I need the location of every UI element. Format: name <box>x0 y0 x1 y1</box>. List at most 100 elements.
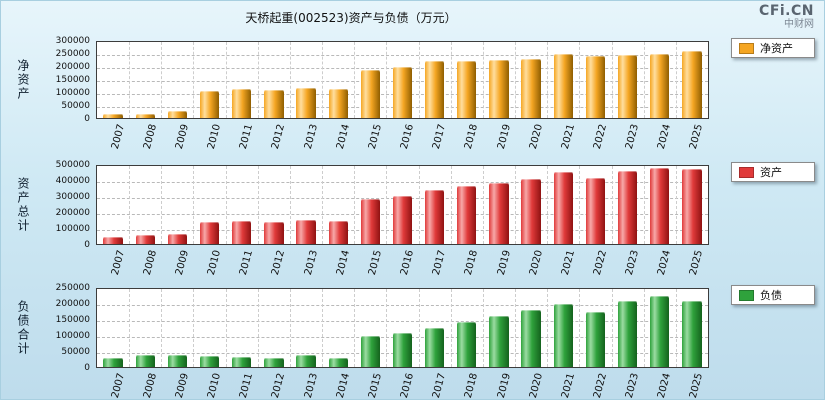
x-tick-label-text: 2023 <box>624 249 642 277</box>
x-tick-label-text: 2007 <box>109 372 127 400</box>
bar-2011 <box>232 221 252 244</box>
bar-2024 <box>650 54 670 118</box>
x-tick-label-text: 2019 <box>495 123 513 151</box>
gridline-vertical <box>611 166 613 244</box>
bar-2008 <box>135 235 155 244</box>
x-tick-label-text: 2017 <box>431 123 449 151</box>
y-tick-label: 0 <box>84 114 90 124</box>
x-tick-label-text: 2016 <box>398 249 417 277</box>
gridline-vertical <box>225 42 227 118</box>
bar-2021 <box>553 54 573 118</box>
legend-label: 资产 <box>760 166 782 179</box>
gridline-vertical <box>193 42 195 118</box>
x-tick-label-text: 2022 <box>591 372 610 400</box>
x-tick-label-text: 2025 <box>688 123 706 151</box>
x-tick-label-text: 2025 <box>688 372 706 400</box>
gridline-vertical <box>354 166 356 244</box>
y-tick-label: 0 <box>84 240 90 250</box>
gridline-vertical <box>322 166 324 244</box>
gridline-vertical <box>675 166 677 244</box>
bar-2009 <box>167 234 188 244</box>
panel-net-assets: 净资产 0 50000 100000 150000 200000 250000 300000… <box>1 36 824 159</box>
gridline-vertical <box>289 289 291 367</box>
bar-2022 <box>585 178 606 244</box>
gridline-horizontal <box>97 55 708 56</box>
gridline-vertical <box>450 166 452 244</box>
x-tick-label-text: 2007 <box>109 249 127 277</box>
x-tick-label-text: 2024 <box>656 249 674 277</box>
x-tick-label-text: 2014 <box>334 372 352 400</box>
gridline-vertical <box>161 289 163 367</box>
gridline-vertical <box>354 42 356 118</box>
legend-label: 负债 <box>760 289 782 302</box>
x-tick-label-text: 2009 <box>173 372 192 400</box>
gridline-vertical <box>289 166 291 244</box>
bar-2010 <box>199 91 220 118</box>
bar-2010 <box>199 222 220 244</box>
y-tick-label: 100000 <box>55 224 90 234</box>
x-tick-label-text: 2019 <box>495 372 513 400</box>
y-tick-label: 150000 <box>55 75 90 85</box>
y-tick-label: 400000 <box>55 176 90 186</box>
gridline-vertical <box>354 289 356 367</box>
x-tick-label-text: 2016 <box>398 372 417 400</box>
x-tick-label-text: 2012 <box>270 123 288 151</box>
legend-label: 净资产 <box>760 42 793 55</box>
gridline-vertical <box>515 289 517 367</box>
gridline-vertical <box>515 42 517 118</box>
bar-2008 <box>135 114 155 118</box>
y-axis-title-text: 负债合计 <box>16 300 30 356</box>
gridline-vertical <box>193 289 195 367</box>
bar-2013 <box>296 355 316 367</box>
bar-2017 <box>425 328 445 367</box>
x-tick-label-text: 2009 <box>173 249 192 277</box>
bar-2007 <box>103 237 123 244</box>
y-axis-title-text: 净资产 <box>16 59 30 101</box>
gridline-vertical <box>643 42 645 118</box>
plot-area-total-assets <box>96 165 709 245</box>
y-axis-ticks: 0 50000 100000 150000 200000 250000 <box>1 283 93 373</box>
bar-2020 <box>521 310 541 367</box>
gridline-vertical <box>579 289 581 367</box>
brand-name: 中财网 <box>784 19 814 31</box>
gridline-vertical <box>322 42 324 118</box>
bar-2014 <box>328 221 348 244</box>
gridline-vertical <box>611 289 613 367</box>
x-tick-label-text: 2017 <box>431 249 449 277</box>
y-tick-label: 250000 <box>55 283 90 293</box>
bar-2013 <box>296 220 316 244</box>
y-tick-label: 150000 <box>55 315 90 325</box>
gridline-vertical <box>225 289 227 367</box>
bar-2019 <box>489 60 509 118</box>
bar-2014 <box>328 358 348 367</box>
gridline-vertical <box>675 289 677 367</box>
bar-2009 <box>167 111 188 118</box>
bar-2024 <box>650 296 670 367</box>
bar-2007 <box>103 114 123 118</box>
legend-swatch <box>739 289 754 301</box>
x-tick-label-text: 2011 <box>238 372 256 400</box>
gridline-vertical <box>611 42 613 118</box>
bar-2017 <box>425 61 445 118</box>
x-tick-label-text: 2014 <box>334 249 352 277</box>
x-tick-label-text: 2012 <box>270 249 288 277</box>
x-tick-label-text: 2016 <box>398 123 417 151</box>
bar-2018 <box>457 186 477 244</box>
bar-2012 <box>264 222 284 244</box>
gridline-vertical <box>129 166 131 244</box>
x-tick-label-text: 2008 <box>141 123 159 151</box>
plot-area-liabilities <box>96 288 709 368</box>
gridline-vertical <box>386 42 388 118</box>
gridline-vertical <box>225 166 227 244</box>
legend-liabilities: 负债 <box>731 285 815 305</box>
gridline-vertical <box>482 42 484 118</box>
plot-area-net-assets <box>96 41 709 119</box>
y-tick-label: 200000 <box>55 62 90 72</box>
gridline-vertical <box>129 42 131 118</box>
x-tick-label-text: 2022 <box>591 249 610 277</box>
panel-total-assets: 资产总计 0 100000 200000 300000 400000 500000 200… <box>1 160 824 285</box>
bar-2023 <box>617 171 638 244</box>
bar-2011 <box>232 89 252 118</box>
gridline-vertical <box>257 166 259 244</box>
